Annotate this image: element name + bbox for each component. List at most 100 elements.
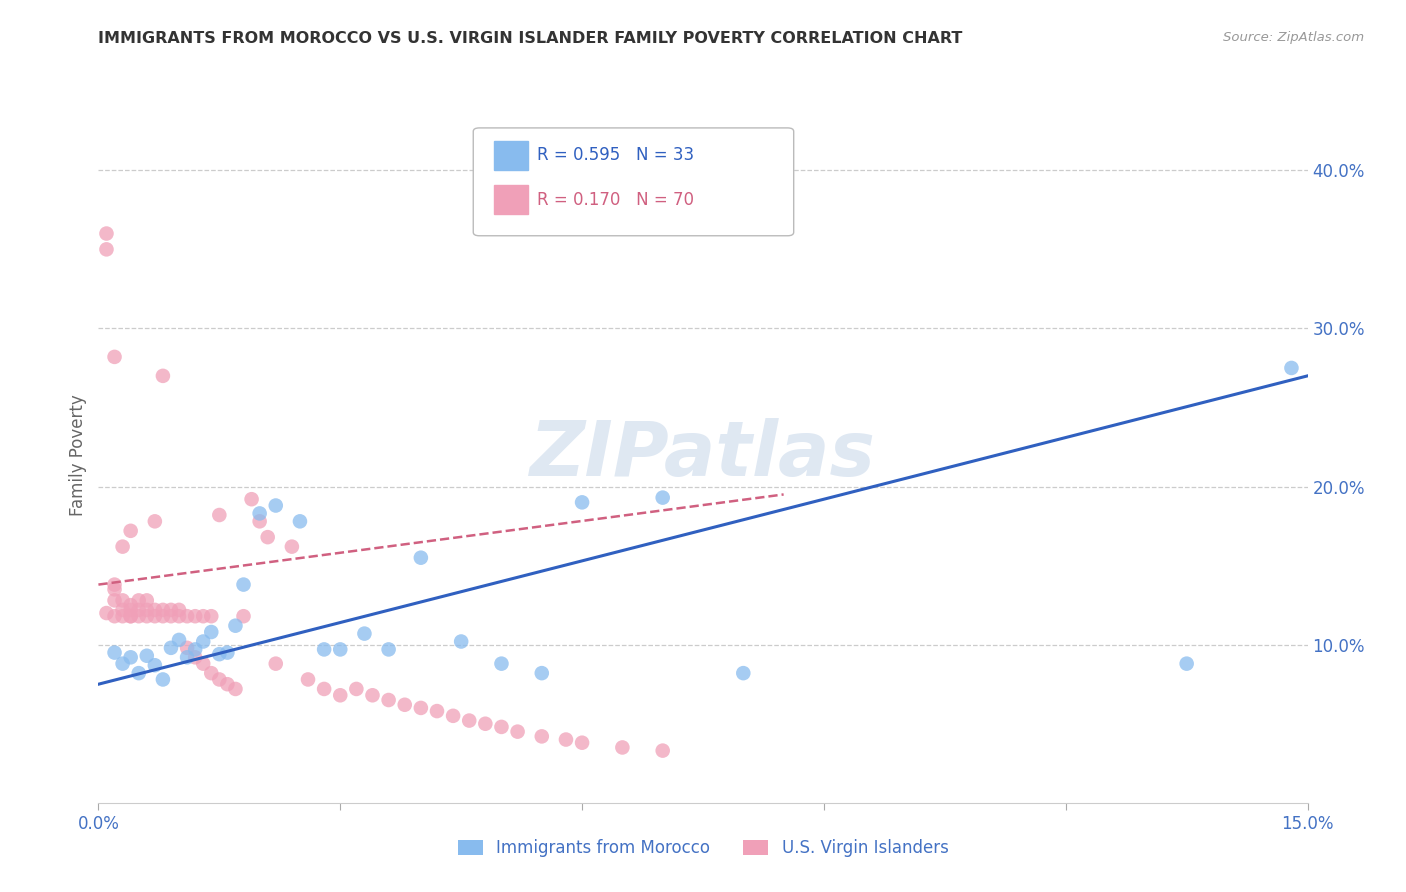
- Point: [167, 609, 190, 624]
- Point: [458, 714, 481, 728]
- Point: [281, 540, 304, 554]
- Point: [120, 603, 142, 617]
- Point: [361, 688, 384, 702]
- Point: [530, 666, 553, 681]
- Point: [128, 603, 150, 617]
- Point: [256, 530, 278, 544]
- Point: [232, 609, 254, 624]
- Point: [450, 634, 472, 648]
- Point: [426, 704, 449, 718]
- Point: [353, 626, 375, 640]
- Point: [103, 609, 125, 624]
- Point: [249, 507, 271, 521]
- Point: [193, 609, 215, 624]
- Point: [135, 609, 157, 624]
- Point: [491, 720, 513, 734]
- Point: [217, 646, 239, 660]
- Point: [96, 243, 118, 257]
- Point: [377, 642, 399, 657]
- Point: [612, 740, 634, 755]
- Point: [200, 625, 222, 640]
- Bar: [494, 141, 527, 169]
- Point: [1281, 360, 1303, 375]
- Point: [555, 732, 578, 747]
- Point: [193, 634, 215, 648]
- Point: [530, 730, 553, 744]
- Point: [103, 582, 125, 597]
- Text: R = 0.595   N = 33: R = 0.595 N = 33: [537, 146, 695, 164]
- Point: [152, 368, 174, 383]
- Point: [176, 609, 198, 624]
- Point: [329, 642, 352, 657]
- Point: [297, 673, 319, 687]
- Point: [733, 666, 755, 681]
- Point: [409, 701, 432, 715]
- Point: [1175, 657, 1198, 671]
- Point: [111, 540, 134, 554]
- Point: [111, 609, 134, 624]
- Point: [103, 350, 125, 364]
- Point: [96, 227, 118, 241]
- Point: [288, 514, 311, 528]
- Point: [135, 648, 157, 663]
- Point: [571, 495, 593, 509]
- Point: [167, 632, 190, 647]
- Point: [184, 650, 207, 665]
- Point: [103, 593, 125, 607]
- Point: [651, 744, 673, 758]
- Point: [160, 603, 183, 617]
- Point: [120, 609, 142, 624]
- Point: [193, 657, 215, 671]
- Point: [160, 640, 183, 655]
- Point: [314, 642, 336, 657]
- Point: [224, 681, 246, 696]
- Point: [314, 681, 336, 696]
- Point: [232, 577, 254, 591]
- Point: [240, 492, 263, 507]
- Point: [120, 650, 142, 665]
- Point: [344, 681, 367, 696]
- Point: [571, 736, 593, 750]
- Point: [506, 724, 529, 739]
- Point: [152, 673, 174, 687]
- Point: [120, 598, 142, 612]
- Legend: Immigrants from Morocco, U.S. Virgin Islanders: Immigrants from Morocco, U.S. Virgin Isl…: [451, 833, 955, 864]
- Point: [152, 609, 174, 624]
- Point: [249, 514, 271, 528]
- Point: [264, 499, 287, 513]
- Point: [264, 657, 287, 671]
- Point: [184, 642, 207, 657]
- Point: [143, 658, 166, 673]
- Text: ZIPatlas: ZIPatlas: [530, 418, 876, 491]
- Point: [111, 603, 134, 617]
- Point: [184, 609, 207, 624]
- Point: [96, 606, 118, 620]
- Point: [200, 666, 222, 681]
- Text: R = 0.170   N = 70: R = 0.170 N = 70: [537, 191, 695, 209]
- Point: [176, 650, 198, 665]
- Point: [651, 491, 673, 505]
- Point: [111, 657, 134, 671]
- Bar: [494, 185, 527, 214]
- Point: [128, 666, 150, 681]
- Point: [103, 577, 125, 591]
- Point: [111, 593, 134, 607]
- Text: IMMIGRANTS FROM MOROCCO VS U.S. VIRGIN ISLANDER FAMILY POVERTY CORRELATION CHART: IMMIGRANTS FROM MOROCCO VS U.S. VIRGIN I…: [98, 31, 963, 46]
- Point: [120, 609, 142, 624]
- Point: [394, 698, 416, 712]
- Text: Source: ZipAtlas.com: Source: ZipAtlas.com: [1223, 31, 1364, 45]
- Point: [176, 640, 198, 655]
- FancyBboxPatch shape: [474, 128, 793, 235]
- Point: [120, 524, 142, 538]
- Point: [329, 688, 352, 702]
- Point: [208, 673, 231, 687]
- Point: [135, 593, 157, 607]
- Point: [208, 647, 231, 661]
- Point: [152, 603, 174, 617]
- Point: [135, 603, 157, 617]
- Point: [217, 677, 239, 691]
- Point: [143, 603, 166, 617]
- Point: [441, 708, 464, 723]
- Point: [167, 603, 190, 617]
- Y-axis label: Family Poverty: Family Poverty: [69, 394, 87, 516]
